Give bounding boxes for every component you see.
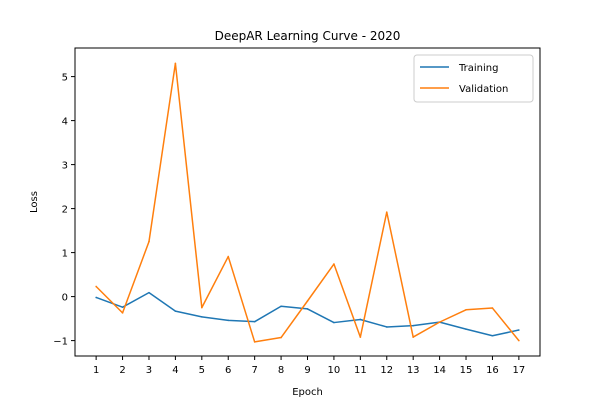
x-tick-label: 16 [486,365,499,376]
y-tick-label: 2 [62,205,68,216]
x-tick-label: 9 [304,365,310,376]
data-point-validation [227,255,230,258]
data-point-training [227,319,230,322]
x-tick-label: 2 [119,365,125,376]
data-point-training [412,324,414,327]
x-tick-label: 1 [93,365,99,376]
x-tick-label: 12 [380,365,393,376]
data-point-training [465,328,467,330]
data-point-validation [518,339,520,342]
y-tick-label: −1 [53,337,68,348]
data-point-training [518,329,520,331]
x-tick-label: 8 [278,365,284,376]
y-axis: −1 0 1 2 3 4 5 [53,73,75,348]
legend: Training Validation [413,54,534,103]
x-tick-label: 3 [146,365,152,376]
chart-title: DeepAR Learning Curve - 2020 [215,29,401,43]
data-point-validation [333,263,335,265]
x-tick-label: 7 [251,365,257,376]
x-tick-label: 15 [460,365,473,376]
data-point-validation [148,240,150,243]
x-tick-label: 13 [407,365,420,376]
data-point-training [148,291,150,294]
data-point-training [253,320,256,323]
legend-label-validation: Validation [459,84,508,95]
data-point-validation [306,300,309,302]
x-axis: 1 2 3 4 5 6 7 8 9 10 11 12 13 14 15 16 17 [93,356,525,376]
x-tick-label: 4 [172,365,178,376]
x-tick-label: 14 [433,365,446,376]
data-point-validation [280,336,282,339]
x-tick-label: 17 [512,365,525,376]
y-axis-label: Loss [29,191,40,213]
x-tick-label: 5 [199,365,205,376]
data-point-training [174,310,177,312]
data-point-validation [412,336,414,338]
data-point-validation [121,312,124,314]
x-tick-label: 11 [354,365,367,376]
data-point-validation [359,336,362,338]
y-tick-label: 3 [62,161,68,172]
legend-label-training: Training [458,63,498,74]
data-point-training [306,308,309,310]
x-axis-label: Epoch [292,387,323,398]
data-point-validation [491,307,494,309]
data-point-training [201,316,203,318]
y-tick-label: 4 [62,117,68,128]
y-tick-label: 0 [62,293,68,304]
x-tick-label: 10 [328,365,341,376]
y-tick-label: 5 [62,73,68,84]
y-tick-label: 1 [62,249,68,260]
x-tick-label: 6 [225,365,231,376]
data-point-validation [438,321,441,323]
data-point-validation [201,306,203,309]
data-point-training [359,318,362,321]
data-point-validation [174,62,177,65]
data-point-training [385,326,388,328]
data-point-training [95,296,97,299]
data-point-training [121,306,124,308]
data-point-validation [385,211,388,213]
data-point-training [280,305,282,308]
data-point-validation [465,309,467,311]
data-point-training [333,321,335,324]
series-layer [95,62,520,343]
data-point-validation [95,285,97,288]
data-point-training [491,334,494,337]
data-point-validation [253,341,256,343]
